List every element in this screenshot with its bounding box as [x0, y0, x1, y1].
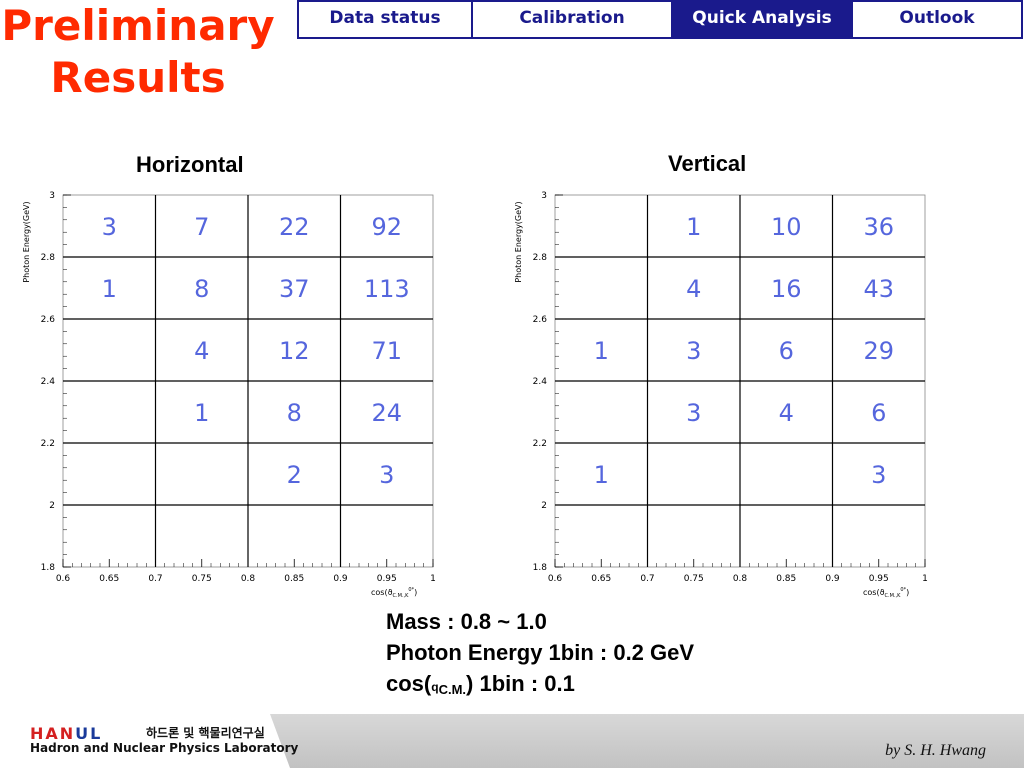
cell-count: 6 — [779, 337, 794, 365]
x-axis-label: cos(ϑC.M.,K0*) — [863, 587, 909, 599]
cell-count: 92 — [371, 213, 402, 241]
x-tick-label: 0.75 — [684, 574, 704, 584]
x-tick-label: 0.8 — [241, 574, 256, 584]
page-title-line2: Results — [50, 53, 226, 102]
cell-count: 1 — [102, 275, 117, 303]
cell-count: 4 — [779, 399, 794, 427]
nav-tabs: Data status Calibration Quick Analysis O… — [297, 0, 1023, 39]
x-tick-label: 0.65 — [591, 574, 611, 584]
cell-count: 24 — [371, 399, 402, 427]
x-tick-label: 0.65 — [99, 574, 119, 584]
cell-count: 1 — [594, 461, 609, 489]
y-axis-label: Photon Energy(GeV) — [514, 201, 523, 282]
x-tick-label: 0.6 — [548, 574, 563, 584]
tab-data-status[interactable]: Data status — [299, 2, 473, 37]
cos-suffix: ) 1bin : 0.1 — [466, 671, 575, 696]
x-tick-label: 0.95 — [377, 574, 397, 584]
y-tick-label: 2.6 — [533, 315, 548, 325]
cos-theta-symbol: q — [431, 680, 439, 694]
analysis-info: Mass : 0.8 ~ 1.0 Photon Energy 1bin : 0.… — [386, 606, 694, 705]
y-tick-label: 2 — [541, 501, 547, 511]
photon-bin-text: Photon Energy 1bin : 0.2 GeV — [386, 640, 695, 665]
cell-count: 3 — [686, 399, 701, 427]
cell-count: 12 — [279, 337, 310, 365]
cell-count: 37 — [279, 275, 310, 303]
horizontal-histogram: 0.6 0.65 0.7 0.75 0.8 0.85 0.9 0.95 1 1.8 2 2.2 2.4 2… — [22, 191, 436, 599]
x-tick-label: 0.95 — [869, 574, 889, 584]
x-tick-label: 0.85 — [284, 574, 304, 584]
cell-count: 4 — [686, 275, 701, 303]
x-tick-label: 0.7 — [148, 574, 162, 584]
cell-count: 113 — [364, 275, 410, 303]
cell-count: 2 — [287, 461, 302, 489]
tab-outlook[interactable]: Outlook — [899, 7, 975, 28]
lab-english-name: Hadron and Nuclear Physics Laboratory — [30, 741, 299, 755]
y-tick-label: 2.4 — [533, 377, 548, 387]
x-tick-label: 0.9 — [825, 574, 840, 584]
x-tick-label: 0.8 — [733, 574, 748, 584]
cell-count: 3 — [686, 337, 701, 365]
cell-count: 6 — [871, 399, 886, 427]
x-tick-label: 1 — [922, 574, 928, 584]
mass-range-text: Mass : 0.8 ~ 1.0 — [386, 609, 547, 634]
x-tick-label: 0.75 — [192, 574, 212, 584]
author-credit: by S. H. Hwang — [885, 742, 986, 759]
x-tick-label: 0.6 — [56, 574, 71, 584]
y-tick-label: 3 — [49, 191, 55, 201]
lab-korean-name: 하드론 및 핵물리연구실 — [146, 726, 265, 740]
cell-count: 29 — [863, 337, 894, 365]
hanul-logo-left: HAN — [30, 724, 76, 743]
cell-count: 1 — [194, 399, 209, 427]
y-tick-label: 1.8 — [41, 563, 56, 573]
y-tick-label: 2.8 — [533, 253, 548, 263]
tab-calibration[interactable]: Calibration — [473, 2, 673, 37]
cell-count: 22 — [279, 213, 310, 241]
cell-count: 1 — [686, 213, 701, 241]
x-tick-label: 0.7 — [640, 574, 654, 584]
cell-count: 43 — [863, 275, 894, 303]
cell-count: 3 — [871, 461, 886, 489]
cell-count: 1 — [594, 337, 609, 365]
hanul-logo-right: UL — [75, 724, 103, 743]
y-tick-label: 2.2 — [533, 439, 547, 449]
x-axis-label: cos(ϑC.M.,K0*) — [371, 587, 417, 599]
cos-bin-text: cos(qC.M.) 1bin : 0.1 — [386, 668, 694, 705]
cos-prefix: cos( — [386, 671, 432, 696]
cell-count: 10 — [771, 213, 802, 241]
y-tick-label: 1.8 — [533, 563, 548, 573]
cell-count: 71 — [371, 337, 402, 365]
cell-count: 8 — [287, 399, 302, 427]
cell-count: 8 — [194, 275, 209, 303]
cell-count: 4 — [194, 337, 209, 365]
cell-count: 36 — [863, 213, 894, 241]
horizontal-panel-title: Horizontal — [136, 152, 244, 177]
page-title: Preliminary Results — [0, 0, 276, 104]
y-tick-label: 2 — [49, 501, 55, 511]
cos-subscript: C.M. — [438, 682, 467, 697]
vertical-histogram: 0.6 0.65 0.7 0.75 0.8 0.85 0.9 0.95 1 1.8 2 2.2 2.4 2… — [514, 191, 928, 599]
x-tick-label: 0.85 — [776, 574, 796, 584]
x-tick-label: 0.9 — [333, 574, 348, 584]
hanul-logo: HANUL — [30, 724, 102, 743]
y-axis-label: Photon Energy(GeV) — [22, 201, 31, 282]
y-tick-label: 2.8 — [41, 253, 56, 263]
cell-count: 16 — [771, 275, 802, 303]
y-tick-label: 2.4 — [41, 377, 56, 387]
page-title-line1: Preliminary — [1, 1, 275, 50]
y-tick-label: 3 — [541, 191, 547, 201]
y-tick-label: 2.6 — [41, 315, 56, 325]
cell-count: 7 — [194, 213, 209, 241]
lab-logo-panel — [0, 714, 290, 768]
cell-count: 3 — [102, 213, 117, 241]
x-tick-label: 1 — [430, 574, 436, 584]
cell-count: 3 — [379, 461, 394, 489]
y-tick-label: 2.2 — [41, 439, 55, 449]
vertical-panel-title: Vertical — [668, 151, 747, 176]
tab-quick-analysis[interactable]: Quick Analysis — [673, 2, 853, 37]
